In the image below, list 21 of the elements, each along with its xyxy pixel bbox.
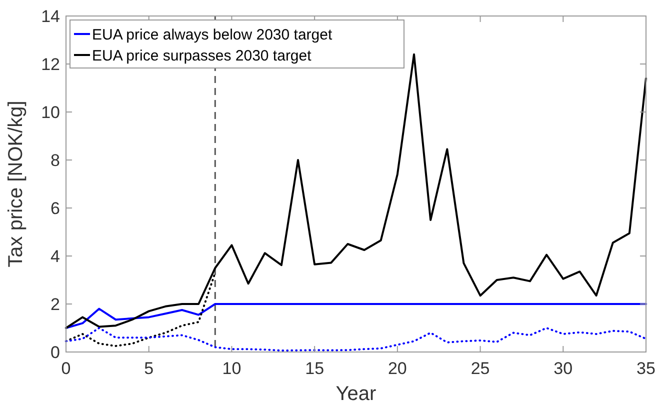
y-tick-label: 14 bbox=[41, 6, 60, 26]
x-tick-label: 30 bbox=[554, 359, 573, 378]
line-series bbox=[65, 327, 647, 352]
y-tick-label: 10 bbox=[41, 102, 60, 122]
x-tick-label: 10 bbox=[222, 359, 242, 378]
y-tick-label: 4 bbox=[50, 246, 60, 266]
x-tick-label: 5 bbox=[144, 359, 154, 378]
y-axis-title: Tax price [NOK/kg] bbox=[5, 100, 27, 268]
legend-label: EUA price surpasses 2030 target bbox=[92, 47, 312, 64]
x-tick-label: 20 bbox=[388, 359, 407, 378]
y-tick-label: 8 bbox=[50, 150, 60, 170]
y-tick-label: 2 bbox=[50, 294, 60, 314]
x-tick-label: 25 bbox=[470, 359, 490, 378]
y-tick-label: 6 bbox=[50, 198, 60, 218]
legend-label: EUA price always below 2030 target bbox=[92, 26, 333, 44]
x-tick-label: 15 bbox=[305, 359, 324, 378]
y-tick-label: 0 bbox=[50, 342, 60, 362]
x-tick-label: 35 bbox=[636, 359, 656, 378]
line-series bbox=[65, 303, 647, 329]
y-tick-label: 12 bbox=[41, 54, 60, 74]
x-axis-title: Year bbox=[336, 383, 377, 405]
